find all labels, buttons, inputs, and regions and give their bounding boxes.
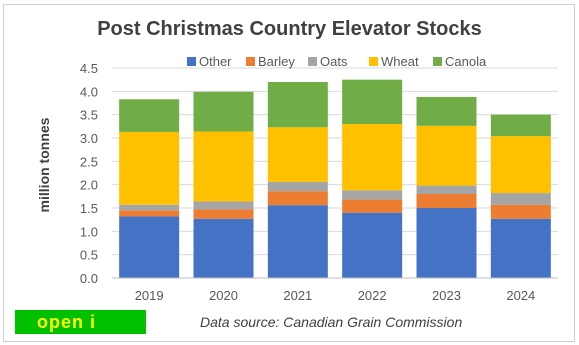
bar-oats: [490, 193, 551, 205]
bar-barley: [342, 199, 403, 213]
bar-wheat: [119, 131, 180, 205]
bar-canola: [193, 91, 254, 132]
bar-other: [267, 205, 328, 278]
y-axis-label: million tonnes: [36, 117, 52, 212]
y-tick-label: 3.0: [80, 131, 98, 146]
legend-label-canola: Canola: [445, 54, 487, 69]
y-tick-label: 3.5: [80, 108, 98, 123]
bar-canola: [267, 82, 328, 128]
y-tick-label: 1.0: [80, 224, 98, 239]
x-tick-label: 2019: [135, 288, 164, 303]
bar-wheat: [342, 124, 403, 191]
y-tick-label: 4.5: [80, 61, 98, 76]
y-tick-label: 1.5: [80, 201, 98, 216]
bar-barley: [193, 209, 254, 219]
y-tick-label: 2.0: [80, 178, 98, 193]
x-tick-label: 2023: [432, 288, 461, 303]
legend-label-oats: Oats: [320, 54, 348, 69]
bar-barley: [416, 194, 477, 208]
bar-oats: [267, 181, 328, 192]
bar-canola: [342, 79, 403, 124]
bar-other: [342, 212, 403, 278]
legend-label-wheat: Wheat: [381, 54, 419, 69]
bar-other: [490, 218, 551, 278]
x-tick-label: 2022: [358, 288, 387, 303]
bar-wheat: [490, 136, 551, 194]
legend-swatch-barley: [246, 57, 255, 66]
bar-oats: [416, 185, 477, 194]
legend-label-other: Other: [199, 54, 232, 69]
brand-logo: open i: [15, 310, 146, 334]
x-tick-label: 2024: [506, 288, 535, 303]
y-tick-label: 2.5: [80, 154, 98, 169]
x-tick-label: 2021: [283, 288, 312, 303]
bar-oats: [119, 204, 180, 211]
bar-oats: [342, 190, 403, 200]
legend-label-barley: Barley: [258, 54, 295, 69]
bar-canola: [119, 99, 180, 132]
y-tick-label: 0.5: [80, 248, 98, 263]
bar-other: [193, 218, 254, 278]
x-tick-label: 2020: [209, 288, 238, 303]
y-tick-label: 0.0: [80, 271, 98, 286]
chart-title: Post Christmas Country Elevator Stocks: [97, 18, 482, 40]
bar-barley: [490, 204, 551, 219]
y-tick-label: 4.0: [80, 84, 98, 99]
bar-wheat: [193, 131, 254, 202]
legend-swatch-wheat: [369, 57, 378, 66]
bar-barley: [119, 210, 180, 217]
bar-canola: [416, 96, 477, 126]
bar-wheat: [267, 127, 328, 182]
bar-other: [416, 208, 477, 278]
legend-swatch-canola: [433, 57, 442, 66]
bar-wheat: [416, 125, 477, 186]
bar-canola: [490, 114, 551, 137]
bar-other: [119, 216, 180, 278]
bar-barley: [267, 191, 328, 206]
chart-frame: [3, 4, 575, 342]
bar-oats: [193, 201, 254, 210]
legend-swatch-oats: [308, 57, 317, 66]
source-note: Data source: Canadian Grain Commission: [200, 314, 463, 330]
legend-swatch-other: [187, 57, 196, 66]
